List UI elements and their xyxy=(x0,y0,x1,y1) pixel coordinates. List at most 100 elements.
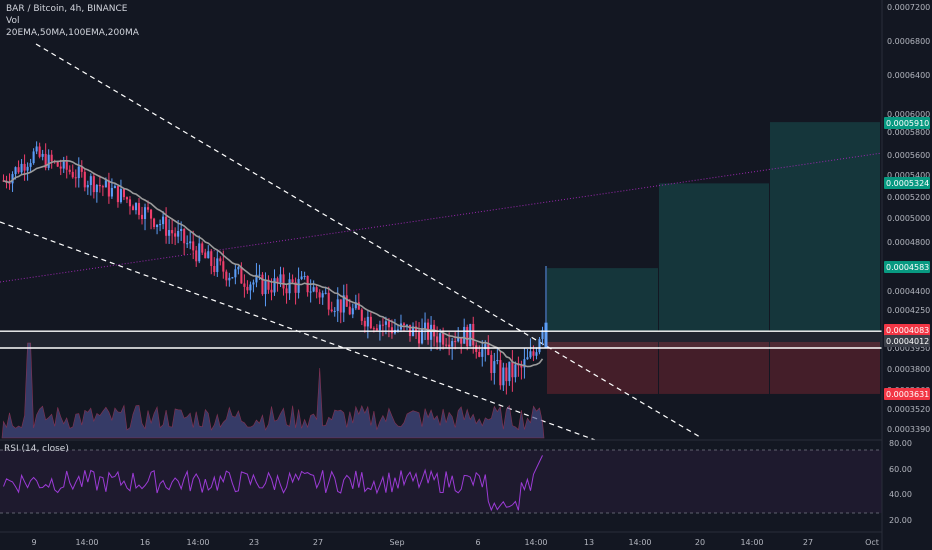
candle xyxy=(32,148,35,165)
candle-body xyxy=(378,324,381,331)
candle-body xyxy=(288,279,291,294)
candle xyxy=(457,327,460,343)
price-tick-label: 0.0003800 xyxy=(887,365,930,374)
price-tick-label: 0.0003390 xyxy=(887,425,930,434)
candle xyxy=(65,155,68,179)
candle-body xyxy=(210,251,213,266)
candle xyxy=(327,286,330,316)
candle xyxy=(430,316,433,352)
time-axis[interactable]: 9 14:00 16 14:00 23 27 Sep 6 14:00 13 14:00 20 14:00… xyxy=(0,531,882,547)
candle-body xyxy=(225,271,228,281)
candle-body xyxy=(396,329,400,331)
candle-body xyxy=(131,206,135,211)
candle-body xyxy=(303,276,306,278)
candle xyxy=(261,272,264,296)
candle-body xyxy=(478,351,481,357)
candle-body xyxy=(336,299,339,311)
candle xyxy=(342,284,345,323)
price-tag-box xyxy=(884,324,930,336)
rsi-panel: RSI (14, close) xyxy=(0,439,882,514)
candle xyxy=(207,245,210,259)
price-tag: 0.0005910 xyxy=(884,117,930,129)
candle-body xyxy=(134,203,138,211)
candle xyxy=(107,172,110,204)
candle xyxy=(466,324,469,351)
candle xyxy=(125,196,129,204)
price-tick-label: 0.0005400 xyxy=(887,171,930,180)
candle-body xyxy=(312,287,315,292)
candle xyxy=(189,231,192,250)
candle xyxy=(92,172,95,199)
candle xyxy=(439,328,442,351)
candle xyxy=(237,265,240,275)
candle xyxy=(496,347,499,365)
candle-body xyxy=(496,360,499,362)
candle xyxy=(41,149,44,161)
candle xyxy=(294,277,297,305)
candle-body xyxy=(29,163,32,167)
candle-body xyxy=(402,323,406,326)
candle-body xyxy=(454,341,457,343)
candle xyxy=(113,184,116,189)
candle-body xyxy=(333,310,336,312)
candle-body xyxy=(137,203,141,215)
candle xyxy=(17,160,20,174)
candle xyxy=(240,262,243,284)
candle xyxy=(71,164,74,179)
candle-body xyxy=(511,361,514,378)
profit-zone-2 xyxy=(659,183,769,332)
candle-body xyxy=(372,328,375,330)
price-tag: 0.0004083 xyxy=(884,324,930,336)
price-tag-label: 0.0005324 xyxy=(886,179,929,188)
candle-body xyxy=(77,166,80,179)
price-tag-label: 0.0004012 xyxy=(886,337,929,346)
candle xyxy=(213,257,216,276)
candle-body xyxy=(171,230,174,234)
price-tick-label: 0.0004250 xyxy=(887,306,930,315)
moving-average xyxy=(3,160,544,368)
indicator-list[interactable]: 20EMA,50MA,100EMA,200MA xyxy=(6,28,139,38)
candle xyxy=(195,245,198,267)
price-tick-label: 0.0007200 xyxy=(887,3,930,12)
candle-body xyxy=(183,229,186,244)
candle xyxy=(171,218,174,244)
candle-body xyxy=(189,241,192,244)
time-tick-label: 23 xyxy=(249,538,259,547)
candle-body xyxy=(216,258,219,273)
candle xyxy=(469,323,472,347)
candle xyxy=(101,184,104,197)
candle xyxy=(83,168,86,192)
level-band xyxy=(0,331,882,348)
ma-line xyxy=(3,160,544,368)
candle-body xyxy=(255,274,258,283)
candle-body xyxy=(101,186,104,188)
candle-body xyxy=(300,276,303,280)
candle-body xyxy=(375,328,378,331)
volume-area xyxy=(1,342,545,439)
candle xyxy=(351,303,354,319)
price-tag-box xyxy=(884,388,930,400)
candle xyxy=(526,348,529,360)
candle xyxy=(330,301,333,313)
candle-body xyxy=(11,174,14,184)
candle-body xyxy=(92,176,95,193)
candle xyxy=(216,251,219,277)
time-tick-label: 20 xyxy=(695,538,705,547)
rsi-tick-label: 60.00 xyxy=(889,465,912,474)
price-axis[interactable]: 80.00 60.00 40.00 20.00 0.0007200 0.0006800 0.… xyxy=(881,0,930,550)
candle-body xyxy=(228,277,231,281)
candle xyxy=(451,338,454,360)
candle-body xyxy=(174,233,177,237)
candle-body xyxy=(86,185,89,188)
time-tick-label: 14:00 xyxy=(524,538,547,547)
candle-body xyxy=(116,186,119,203)
candle-body xyxy=(273,278,276,293)
candle-body xyxy=(342,295,345,313)
candle-body xyxy=(523,359,526,368)
candle xyxy=(23,154,26,181)
candle xyxy=(535,347,538,360)
candle-body xyxy=(231,277,234,279)
candle xyxy=(243,274,246,298)
candle xyxy=(74,169,77,188)
